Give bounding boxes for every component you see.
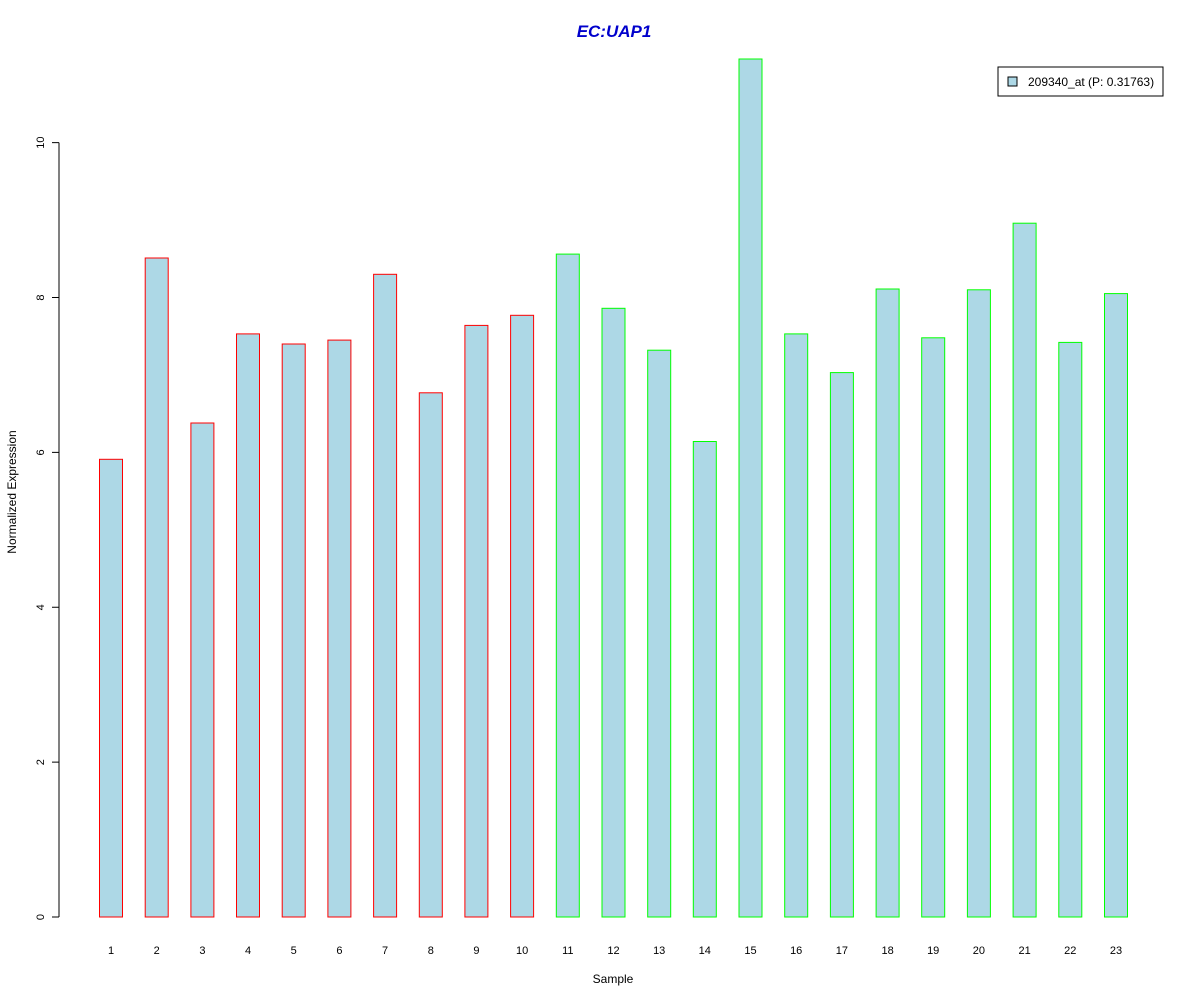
legend-label: 209340_at (P: 0.31763) [1028, 75, 1154, 89]
x-tick-label: 4 [245, 945, 251, 957]
x-tick-label: 7 [382, 945, 388, 957]
bar-sample-5 [281, 343, 306, 918]
x-tick-label: 1 [108, 945, 114, 957]
legend: 209340_at (P: 0.31763) [997, 66, 1164, 97]
x-tick-label: 20 [973, 945, 985, 957]
x-tick-label: 11 [562, 945, 573, 957]
x-tick-label: 5 [291, 945, 297, 957]
x-tick-label: 10 [516, 945, 528, 957]
bar-sample-15 [738, 58, 763, 918]
bar-sample-7 [373, 273, 398, 918]
bar-sample-8 [418, 392, 443, 918]
x-axis-label: Sample [593, 972, 634, 986]
bar-sample-19 [921, 337, 946, 918]
bar-sample-3 [190, 422, 215, 918]
x-tick-label: 6 [336, 945, 342, 957]
x-tick-label: 2 [154, 945, 160, 957]
x-tick-label: 17 [836, 945, 848, 957]
x-tick-label: 15 [744, 945, 756, 957]
bar-sample-16 [784, 333, 809, 918]
y-tick-label: 2 [35, 759, 47, 765]
bar-sample-20 [966, 289, 991, 918]
bar-sample-11 [555, 253, 580, 918]
legend-swatch [1007, 76, 1018, 87]
bar-sample-9 [464, 324, 489, 918]
y-tick-label: 10 [35, 137, 47, 149]
bar-sample-10 [510, 314, 535, 918]
bar-sample-23 [1104, 293, 1128, 918]
bar-sample-21 [1012, 222, 1037, 918]
bar-sample-13 [647, 349, 672, 918]
bar-sample-1 [99, 458, 123, 918]
x-tick-label: 8 [428, 945, 434, 957]
x-tick-label: 23 [1110, 945, 1122, 957]
x-tick-label: 21 [1018, 945, 1030, 957]
x-tick-label: 22 [1064, 945, 1076, 957]
x-tick-label: 18 [881, 945, 893, 957]
bar-sample-6 [327, 339, 352, 918]
y-axis-label: Normalized Expression [5, 430, 19, 553]
legend-box [997, 66, 1164, 97]
bar-sample-14 [692, 441, 717, 918]
bar-sample-18 [875, 288, 900, 918]
x-tick-label: 3 [199, 945, 205, 957]
y-tick-label: 8 [35, 294, 47, 300]
x-tick-label: 9 [473, 945, 479, 957]
y-tick-label: 6 [35, 449, 47, 455]
bar-sample-4 [236, 333, 260, 918]
bars-group [99, 58, 1128, 918]
y-tick-label: 0 [35, 914, 47, 920]
x-tick-label: 12 [607, 945, 619, 957]
bar-sample-22 [1058, 341, 1083, 918]
x-tick-label: 14 [699, 945, 711, 957]
bar-sample-17 [829, 372, 854, 918]
bar-sample-2 [144, 257, 169, 918]
x-tick-label: 19 [927, 945, 939, 957]
x-tick-label: 13 [653, 945, 665, 957]
y-axis: 0 2 4 6 8 10 [35, 137, 60, 920]
chart-title: EC:UAP1 [577, 22, 652, 41]
x-tick-labels: 1 2 3 4 5 6 7 8 9 10 11 12 13 14 15 16 17 18 19 20 21 22 23 [108, 945, 1122, 957]
bar-sample-12 [601, 307, 626, 918]
x-tick-label: 16 [790, 945, 802, 957]
y-tick-label: 4 [35, 604, 47, 610]
